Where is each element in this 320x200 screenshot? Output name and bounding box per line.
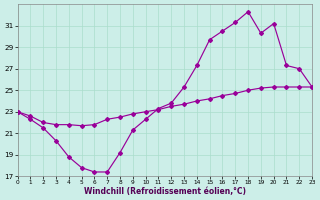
X-axis label: Windchill (Refroidissement éolien,°C): Windchill (Refroidissement éolien,°C): [84, 187, 246, 196]
